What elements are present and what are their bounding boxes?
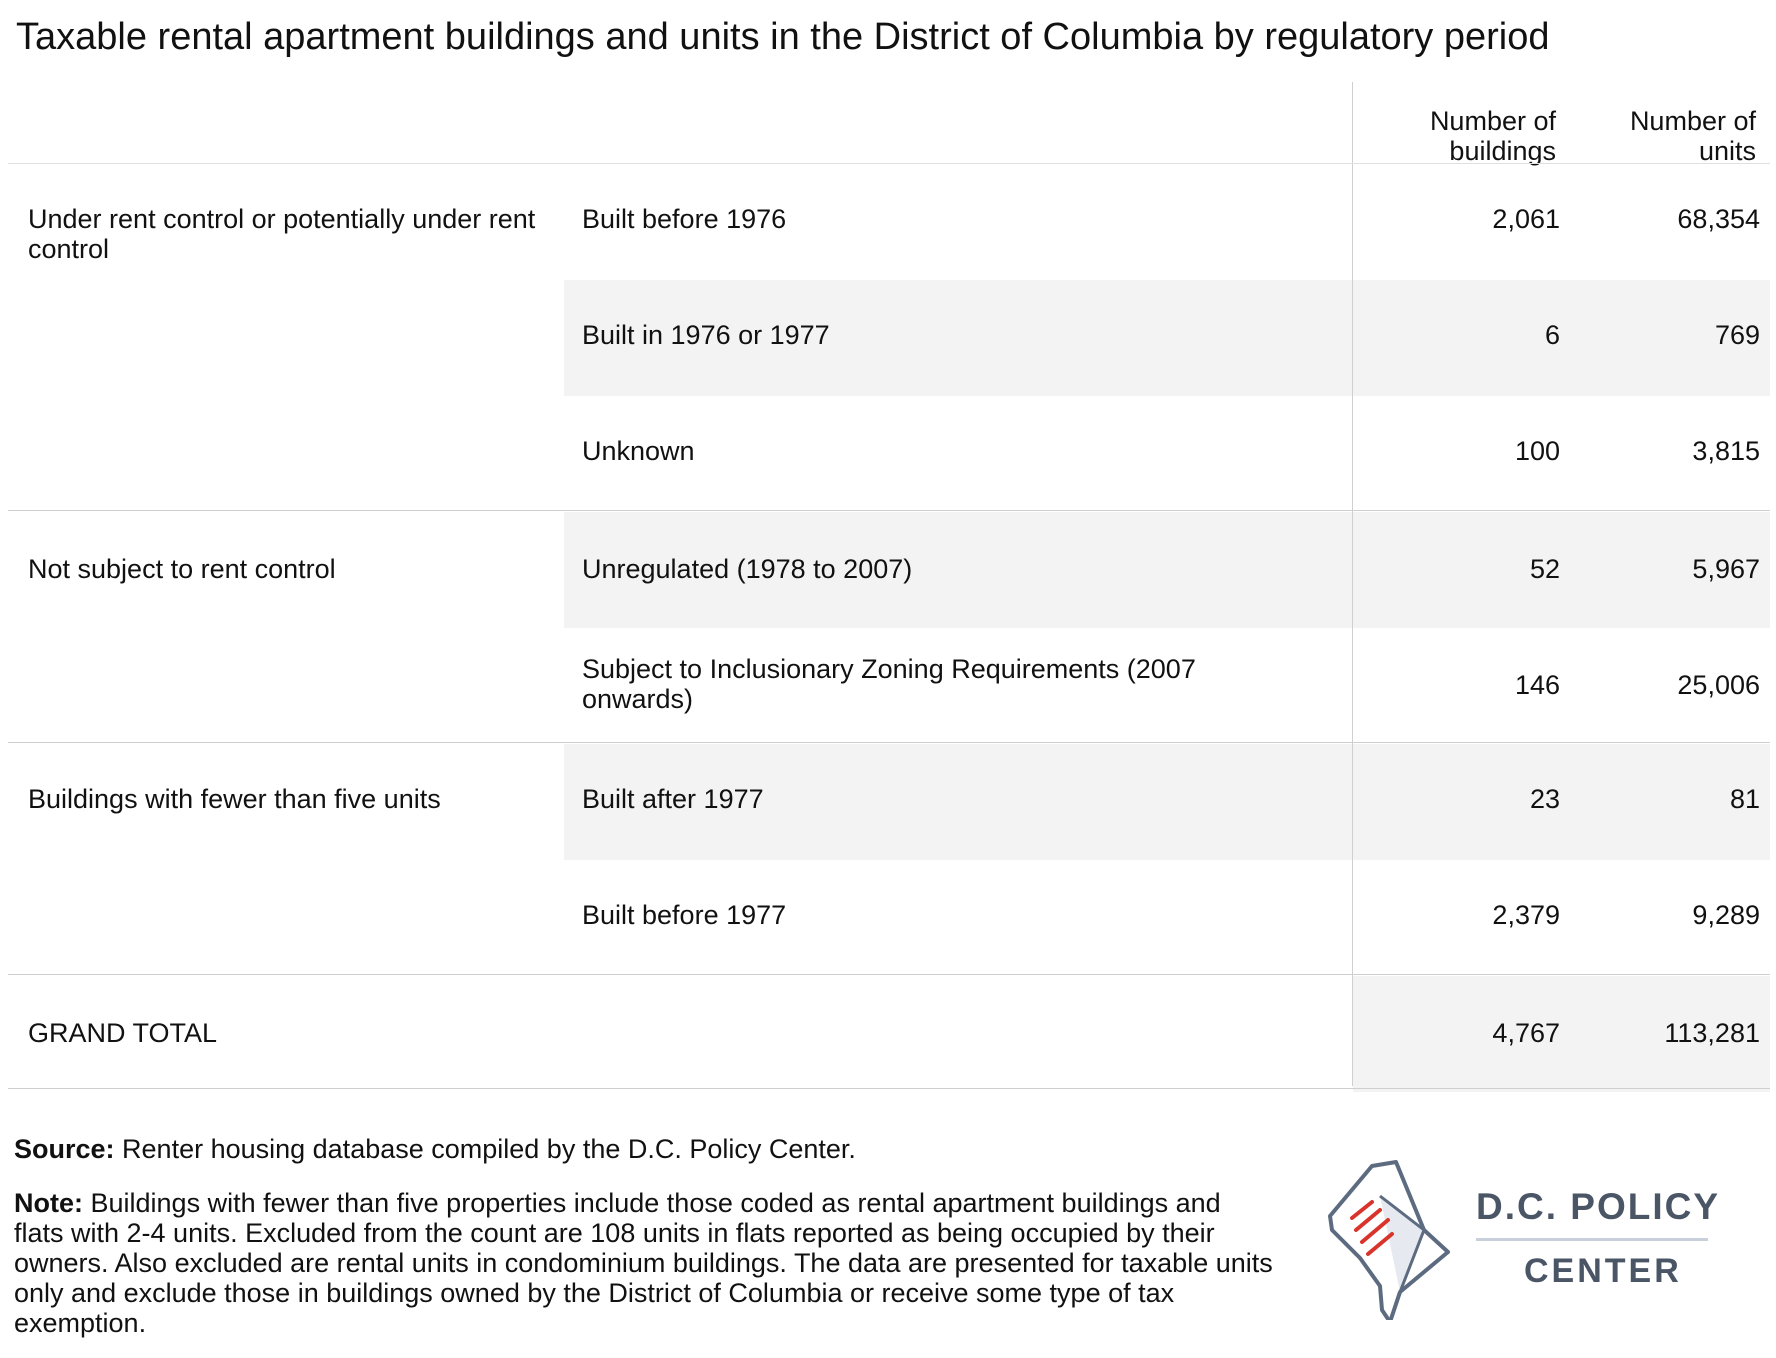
row-units-value: 5,967	[1692, 554, 1760, 584]
table-row: Built in 1976 or 1977 6 769	[8, 280, 1770, 396]
row-units-value: 81	[1729, 784, 1760, 814]
group-divider	[8, 742, 1770, 743]
row-sub-label: Built before 1977	[582, 900, 787, 930]
row-units-value: 68,354	[1677, 204, 1760, 234]
source-label: Source:	[14, 1134, 115, 1164]
column-divider	[1352, 82, 1353, 1086]
row-units-value: 769	[1714, 320, 1760, 350]
row-sub-label: Built after 1977	[582, 784, 764, 814]
source-note: Source: Renter housing database compiled…	[14, 1134, 1274, 1164]
group-divider	[8, 510, 1770, 511]
header-divider	[8, 163, 1770, 164]
table-row: Not subject to rent control Unregulated …	[8, 512, 1770, 628]
row-buildings-value: 146	[1514, 670, 1560, 700]
row-units-value: 9,289	[1692, 900, 1760, 930]
logo-text-line2: CENTER	[1524, 1252, 1682, 1290]
row-sub-label: Built before 1976	[582, 204, 787, 234]
row-group-label: Not subject to rent control	[28, 554, 336, 584]
header-units-line1: Number of	[1629, 106, 1756, 136]
table-row: Under rent control or potentially under …	[8, 164, 1770, 280]
row-buildings-value: 52	[1529, 554, 1560, 584]
table-row: Buildings with fewer than five units Bui…	[8, 744, 1770, 860]
row-sub-label: Unknown	[582, 436, 695, 466]
row-buildings-value: 2,061	[1492, 204, 1560, 234]
row-sub-label: Built in 1976 or 1977	[582, 320, 830, 350]
row-units-value: 25,006	[1677, 670, 1760, 700]
source-text: Renter housing database compiled by the …	[114, 1134, 856, 1164]
table-row: Subject to Inclusionary Zoning Requireme…	[8, 628, 1770, 744]
header-buildings-line2: buildings	[1449, 136, 1556, 166]
row-units-value: 3,815	[1692, 436, 1760, 466]
row-group-label: Under rent control or potentially under …	[28, 204, 536, 264]
row-sub-label: Unregulated (1978 to 2007)	[582, 554, 913, 584]
row-shading	[564, 280, 1770, 396]
header-units: Number of units	[1560, 106, 1756, 166]
dc-map-document-icon	[1328, 1160, 1450, 1320]
row-buildings-value: 6	[1544, 320, 1560, 350]
note-text: Buildings with fewer than five propertie…	[14, 1188, 1273, 1338]
header-buildings-line1: Number of	[1429, 106, 1556, 136]
row-buildings-value: 23	[1529, 784, 1560, 814]
row-shading	[564, 512, 1770, 628]
group-divider	[8, 974, 1770, 975]
row-buildings-value: 100	[1514, 436, 1560, 466]
row-buildings-value: 4,767	[1492, 1018, 1560, 1048]
table-bottom-border	[8, 1088, 1770, 1089]
table-row: Built before 1977 2,379 9,289	[8, 860, 1770, 976]
note-label: Note:	[14, 1188, 83, 1218]
row-buildings-value: 2,379	[1492, 900, 1560, 930]
row-group-label: Buildings with fewer than five units	[28, 784, 441, 814]
header-units-line2: units	[1698, 136, 1756, 166]
row-sub-label: Subject to Inclusionary Zoning Requireme…	[582, 654, 1196, 714]
page-title: Taxable rental apartment buildings and u…	[16, 16, 1550, 58]
header-buildings: Number of buildings	[1368, 106, 1556, 166]
logo-divider	[1476, 1238, 1708, 1241]
row-group-label: GRAND TOTAL	[28, 1018, 218, 1048]
row-shading	[1353, 976, 1770, 1092]
table-row: Unknown 100 3,815	[8, 396, 1770, 512]
dc-policy-center-logo: D.C. POLICY CENTER	[1320, 1160, 1740, 1320]
logo-text-line1: D.C. POLICY	[1476, 1186, 1721, 1227]
row-units-value: 113,281	[1664, 1018, 1760, 1048]
row-shading	[564, 744, 1770, 860]
table-row-total: GRAND TOTAL 4,767 113,281	[8, 976, 1770, 1092]
footnote: Note: Buildings with fewer than five pro…	[14, 1188, 1274, 1338]
